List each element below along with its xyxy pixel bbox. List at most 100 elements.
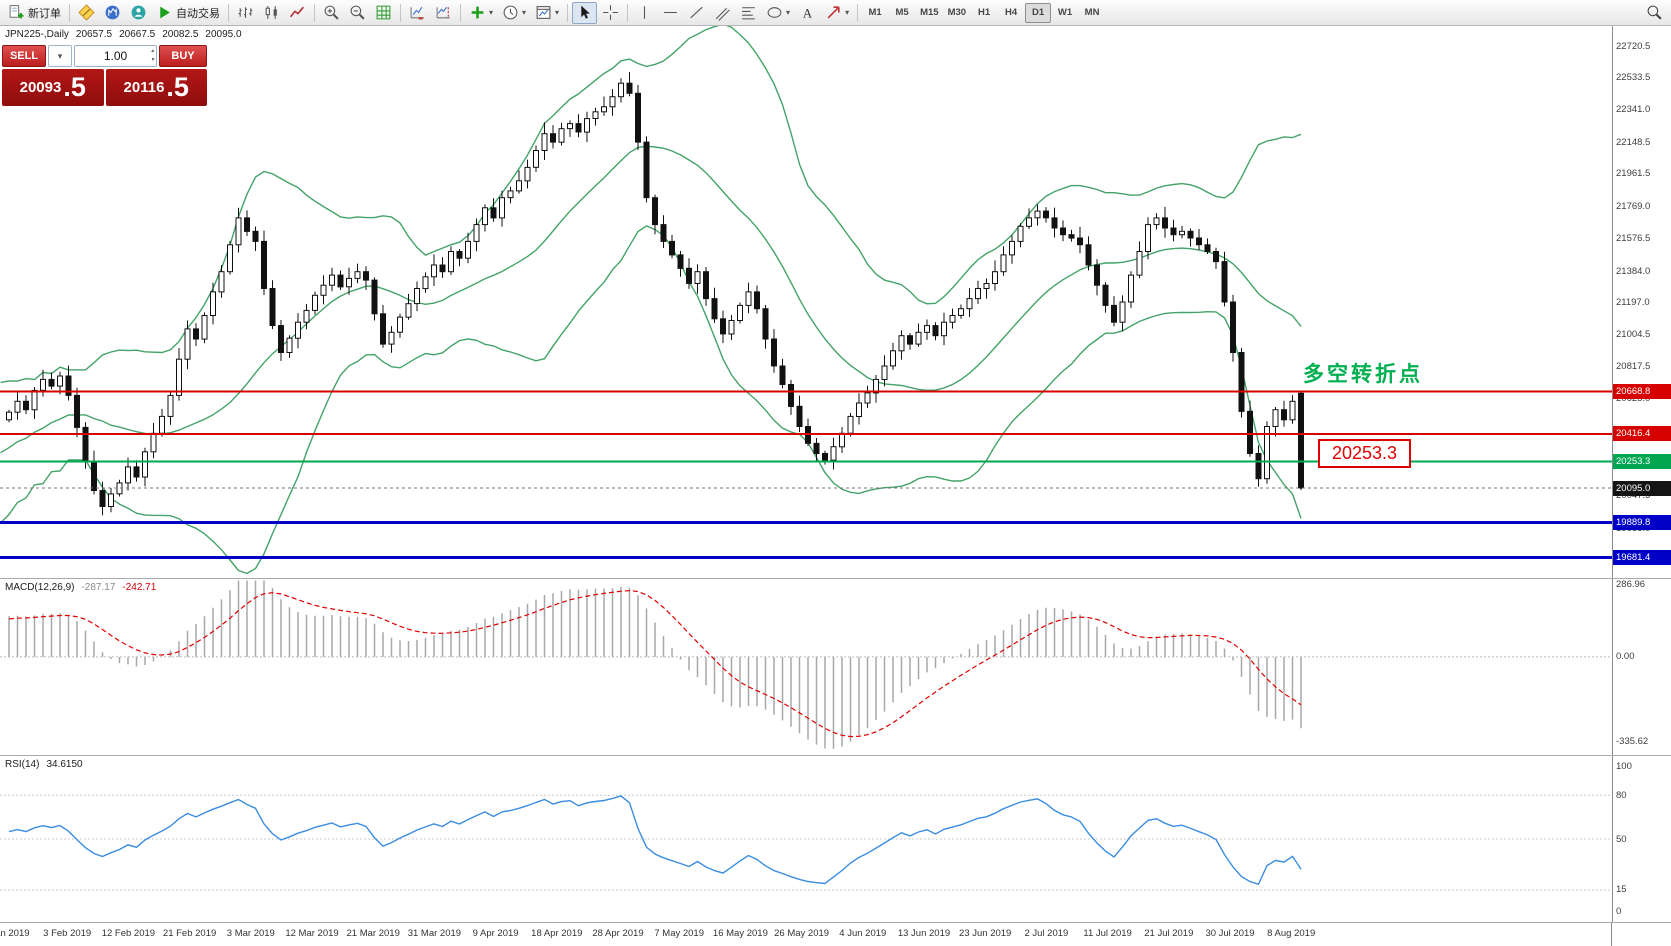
price-axis-label: 22533.5 bbox=[1616, 72, 1651, 84]
high-value: 20667.5 bbox=[119, 29, 156, 40]
toolbar-auto-scroll-button[interactable] bbox=[405, 2, 430, 24]
timeframe-m30-button[interactable]: M30 bbox=[944, 3, 970, 23]
sell-price-display[interactable]: 20093 .5 bbox=[2, 69, 104, 106]
toolbar-channel-button[interactable] bbox=[710, 2, 735, 24]
rsi-chart[interactable] bbox=[0, 756, 1612, 922]
buy-price-display[interactable]: 20116 .5 bbox=[105, 69, 207, 106]
time-axis[interactable]: 4 Jan 2019 3 Feb 2019 12 Feb 2019 21 Feb 20… bbox=[0, 923, 1671, 946]
price-axis-label: 22148.5 bbox=[1616, 136, 1651, 148]
horizontal-line-icon bbox=[662, 4, 679, 21]
rsi-value: 34.6150 bbox=[46, 759, 83, 770]
timeframe-mn-button[interactable]: MN bbox=[1079, 3, 1105, 23]
toolbar-horizontal-line-button[interactable] bbox=[658, 2, 683, 24]
time-axis-label: 2 Jul 2019 bbox=[1024, 928, 1069, 939]
toolbar-separator bbox=[567, 3, 569, 22]
toolbar-search-button[interactable] bbox=[1642, 2, 1667, 24]
timeframe-m5-button[interactable]: M5 bbox=[889, 3, 915, 23]
panel-separator bbox=[0, 922, 1671, 923]
macd-axis-label: 286.96 bbox=[1616, 579, 1646, 591]
time-axis-label: 3 Mar 2019 bbox=[226, 928, 275, 939]
trade-prices-row: 20093 .5 20116 .5 bbox=[2, 69, 207, 106]
price-level-label-box[interactable]: 20253.3 bbox=[1318, 439, 1412, 468]
toolbar-separator bbox=[627, 3, 629, 22]
timeframe-h4-button[interactable]: H4 bbox=[998, 3, 1024, 23]
time-axis-label: 11 Jul 2019 bbox=[1083, 928, 1132, 939]
toolbar-zoom-out-button[interactable] bbox=[345, 2, 370, 24]
price-chart[interactable] bbox=[0, 26, 1612, 578]
zoom-out-icon bbox=[349, 4, 366, 21]
volume-stepper[interactable]: ▴ ▾ bbox=[151, 47, 154, 65]
timeframe-h1-button[interactable]: H1 bbox=[971, 3, 997, 23]
price-axis[interactable]: 22720.5 22533.5 22341.0 22148.5 21961.5 21769… bbox=[1612, 26, 1671, 578]
close-value: 20095.0 bbox=[205, 29, 242, 40]
macd-axis-label: -335.62 bbox=[1616, 735, 1649, 747]
toolbar-compass-button[interactable] bbox=[74, 2, 99, 24]
toolbar-community-button[interactable] bbox=[126, 2, 151, 24]
sell-button[interactable]: SELL bbox=[2, 45, 46, 67]
toolbar-text-button[interactable]: A bbox=[795, 2, 820, 24]
stepper-up-icon: ▴ bbox=[150, 48, 154, 54]
macd-panel: 286.96 0.00 -335.62 MACD(12,26,9) -287.17 … bbox=[0, 579, 1671, 755]
time-axis-label: 21 Feb 2019 bbox=[162, 928, 217, 939]
toolbar-candle-chart-button[interactable] bbox=[259, 2, 284, 24]
toolbar-trendline-button[interactable] bbox=[684, 2, 709, 24]
bollinger-bands bbox=[0, 26, 1302, 575]
toolbar-cursor-button[interactable] bbox=[572, 1, 598, 24]
volume-dropdown-button[interactable]: ▾ bbox=[48, 45, 72, 67]
add-indicator-icon bbox=[469, 4, 486, 21]
toolbar-fibonacci-button[interactable] bbox=[736, 2, 761, 24]
macd-chart[interactable] bbox=[0, 579, 1612, 755]
axis-divider bbox=[1611, 923, 1612, 946]
toolbar-crosshair-button[interactable] bbox=[598, 2, 623, 24]
timeframe-d1-button[interactable]: D1 bbox=[1025, 2, 1052, 23]
toolbar-bar-chart-button[interactable] bbox=[233, 2, 258, 24]
toolbar-separator bbox=[460, 3, 461, 22]
macd-axis[interactable]: 286.96 0.00 -335.62 bbox=[1612, 579, 1671, 755]
toolbar-zoom-in-button[interactable] bbox=[319, 2, 344, 24]
arrows-icon bbox=[825, 4, 842, 21]
time-axis-label: 13 Jun 2019 bbox=[897, 928, 951, 939]
svg-text:A: A bbox=[803, 6, 813, 20]
vertical-line-icon bbox=[636, 4, 653, 21]
chevron-down-icon: ▾ bbox=[522, 8, 527, 17]
toolbar-new-order-label: 新订单 bbox=[28, 7, 61, 20]
time-axis-label: 4 Jan 2019 bbox=[0, 928, 30, 939]
toolbar-vertical-line-button[interactable] bbox=[632, 2, 657, 24]
volume-value: 1.00 bbox=[103, 49, 128, 63]
price-tag: 20668.8 bbox=[1613, 383, 1671, 399]
price-axis-label: 21384.0 bbox=[1616, 265, 1651, 277]
toolbar-arrows-button[interactable]: ▾ bbox=[821, 2, 853, 24]
timeframe-m15-button[interactable]: M15 bbox=[916, 3, 942, 23]
rsi-panel: 100 80 50 15 0 RSI(14) 34.6150 bbox=[0, 756, 1671, 922]
timeframe-w1-button[interactable]: W1 bbox=[1052, 3, 1078, 23]
timeframe-m1-button[interactable]: M1 bbox=[862, 3, 888, 23]
toolbar-shapes-button[interactable]: ▾ bbox=[762, 2, 794, 24]
time-axis-label: 4 Jun 2019 bbox=[839, 928, 887, 939]
time-axis-label: 31 Mar 2019 bbox=[407, 928, 462, 939]
text-icon: A bbox=[799, 4, 816, 21]
toolbar-add-indicator-button[interactable]: ▾ bbox=[465, 2, 497, 24]
turning-point-annotation[interactable]: 多空转折点 bbox=[1303, 363, 1423, 386]
templates-icon bbox=[535, 4, 552, 21]
toolbar-separator bbox=[228, 3, 229, 22]
crosshair-icon bbox=[602, 4, 619, 21]
rsi-axis[interactable]: 100 80 50 15 0 bbox=[1612, 756, 1671, 922]
toolbar-new-order-button[interactable]: 新订单 bbox=[4, 2, 65, 24]
toolbar-autotrade-button[interactable]: 自动交易 bbox=[152, 2, 224, 24]
volume-input[interactable]: 1.00 ▴ ▾ bbox=[74, 45, 157, 67]
macd-signal-value: -242.71 bbox=[122, 582, 157, 593]
zoom-in-icon bbox=[323, 4, 340, 21]
toolbar-grid-button[interactable] bbox=[371, 2, 396, 24]
toolbar-line-chart-button[interactable] bbox=[285, 2, 310, 24]
toolbar-period-button[interactable]: ▾ bbox=[498, 2, 530, 24]
toolbar-chart-shift-button[interactable] bbox=[431, 2, 456, 24]
horizontal-level-lines[interactable] bbox=[0, 390, 1612, 560]
buy-button[interactable]: BUY bbox=[159, 45, 207, 67]
chevron-down-icon: ▾ bbox=[786, 8, 791, 17]
toolbar-templates-button[interactable]: ▾ bbox=[531, 2, 563, 24]
rsi-header: RSI(14) 34.6150 bbox=[5, 759, 83, 770]
toolbar-metaquotes-button[interactable] bbox=[100, 2, 125, 24]
stepper-down-icon: ▾ bbox=[150, 57, 154, 63]
buy-price-main: 20116 bbox=[123, 79, 165, 96]
sell-price-fraction: .5 bbox=[63, 72, 86, 102]
